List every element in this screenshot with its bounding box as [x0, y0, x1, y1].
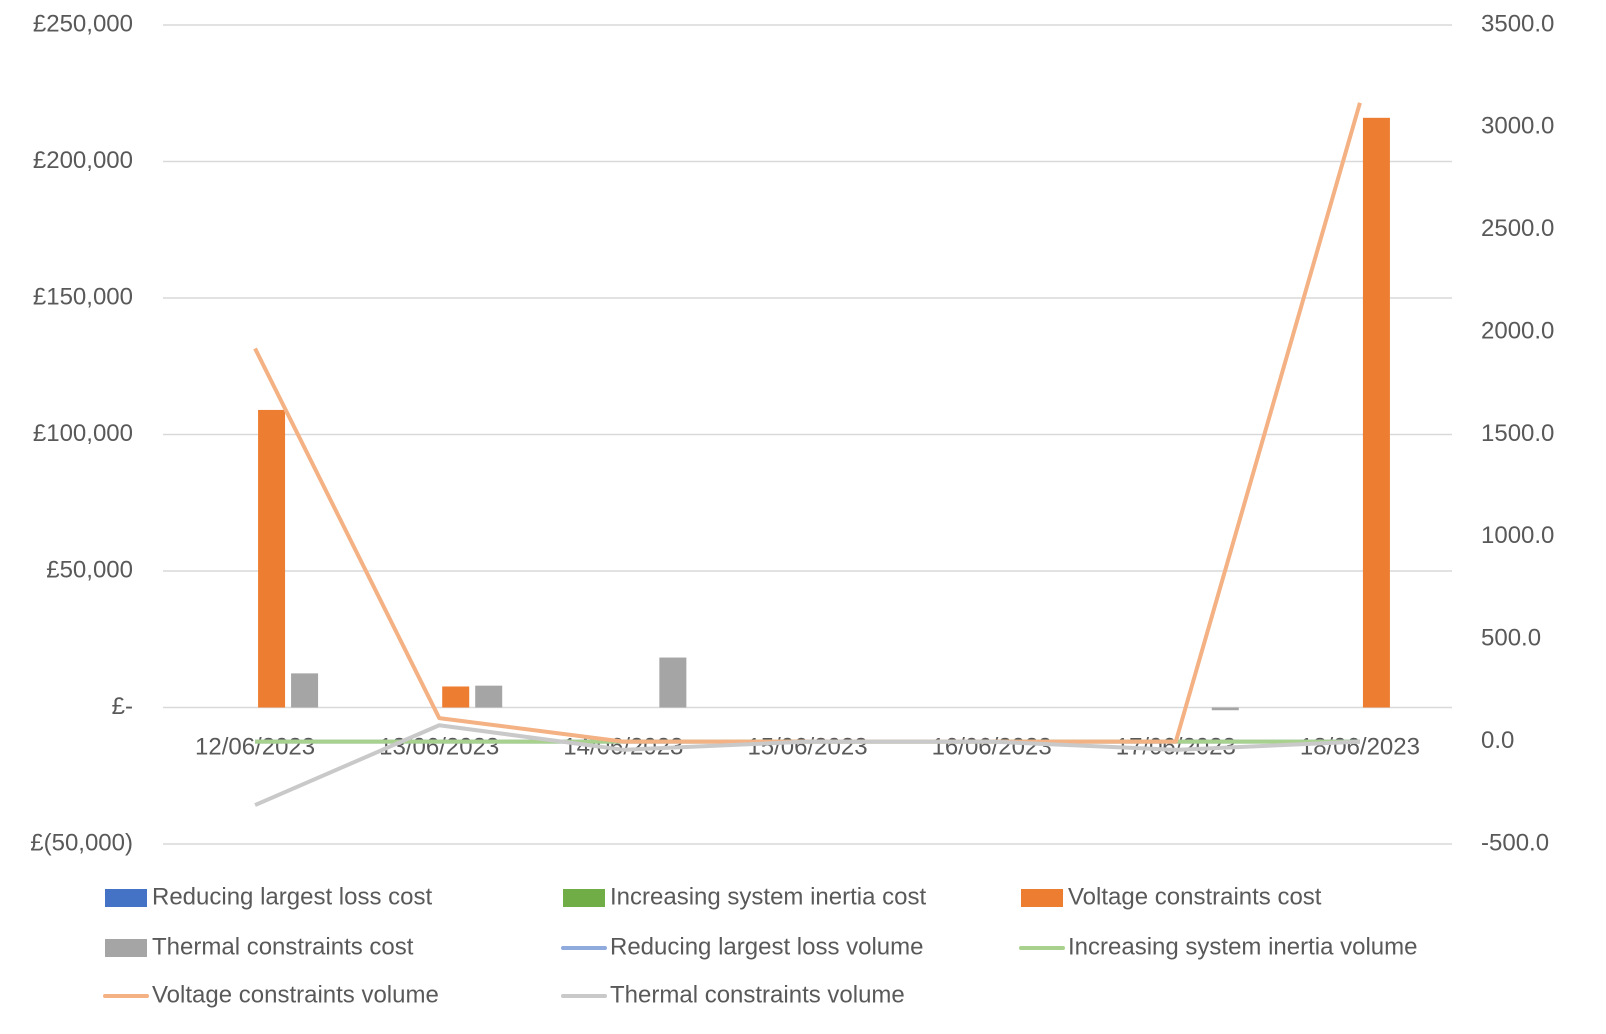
y2-tick-label: 2000.0: [1481, 317, 1554, 344]
y2-tick-label: 0.0: [1481, 727, 1514, 754]
y-tick-label: £250,000: [33, 10, 133, 37]
bar: [659, 657, 687, 708]
y2-tick-label: 1000.0: [1481, 522, 1554, 549]
y-tick-label: £150,000: [33, 283, 133, 310]
x-tick-label: 15/06/2023: [747, 733, 867, 760]
bar: [475, 685, 503, 708]
y-tick-label: £(50,000): [30, 829, 133, 856]
legend-item: Voltage constraints cost: [1021, 883, 1322, 910]
grid: [163, 24, 1452, 845]
legend-item: Thermal constraints volume: [561, 981, 905, 1008]
y2-tick-label: 500.0: [1481, 625, 1541, 652]
y2-tick-label: 3000.0: [1481, 113, 1554, 140]
legend-item: Reducing largest loss volume: [561, 933, 924, 960]
line: [253, 102, 1362, 744]
legend-item: Thermal constraints cost: [105, 933, 414, 960]
y-tick-label: £100,000: [33, 420, 133, 447]
legend-label: Increasing system inertia volume: [1068, 933, 1417, 960]
legend-swatch: [1021, 889, 1063, 907]
bar: [1362, 117, 1390, 708]
legend-swatch: [105, 939, 147, 957]
legend-item: Increasing system inertia volume: [1019, 933, 1417, 960]
bar: [258, 409, 286, 708]
legend-label: Increasing system inertia cost: [610, 883, 926, 910]
legend-item: Increasing system inertia cost: [563, 883, 926, 910]
x-tick-label: 16/06/2023: [932, 733, 1052, 760]
y2-tick-label: 2500.0: [1481, 215, 1554, 242]
legend-label: Reducing largest loss cost: [152, 883, 432, 910]
y-tick-label: £200,000: [33, 147, 133, 174]
legend-label: Thermal constraints volume: [610, 981, 905, 1008]
y2-tick-label: -500.0: [1481, 829, 1549, 856]
y2-tick-label: 3500.0: [1481, 10, 1554, 37]
y-tick-label: £50,000: [46, 556, 133, 583]
legend-swatch: [105, 889, 147, 907]
legend-label: Voltage constraints volume: [152, 981, 439, 1008]
y2-tick-label: 1500.0: [1481, 420, 1554, 447]
legend-label: Reducing largest loss volume: [610, 933, 924, 960]
legend-item: Voltage constraints volume: [103, 981, 439, 1008]
bar: [442, 686, 470, 708]
legend-swatch: [563, 889, 605, 907]
bar: [291, 673, 319, 708]
x-tick-label: 12/06/2023: [195, 733, 315, 760]
line: [254, 723, 1361, 807]
y-tick-label: £-: [112, 693, 133, 720]
x-tick-label: 13/06/2023: [379, 733, 499, 760]
bar: [1211, 707, 1239, 711]
x-tick-label: 18/06/2023: [1300, 733, 1420, 760]
legend-item: Reducing largest loss cost: [105, 883, 432, 910]
legend-label: Thermal constraints cost: [152, 933, 414, 960]
legend-label: Voltage constraints cost: [1068, 883, 1322, 910]
